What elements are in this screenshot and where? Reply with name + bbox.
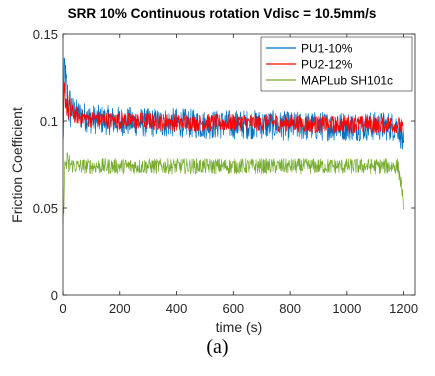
x-axis-label: time (s) <box>216 319 263 335</box>
y-tick-label: 0.05 <box>33 201 58 216</box>
y-axis-label: Friction Coefficient <box>9 107 25 223</box>
plot-frame <box>62 33 416 296</box>
series-layer <box>62 57 404 224</box>
legend: PU1-10% PU2-12% MAPLub SH101c <box>260 36 413 92</box>
series-line-3 <box>62 152 404 224</box>
y-tick-label: 0.1 <box>40 114 58 129</box>
legend-label: PU1-10% <box>301 42 353 56</box>
y-tick-label: 0.15 <box>33 27 58 42</box>
x-tick-label: 600 <box>222 301 244 316</box>
x-tick-label: 0 <box>59 301 66 316</box>
legend-label: PU2-12% <box>301 58 353 72</box>
chart-title: SRR 10% Continuous rotation Vdisc = 10.5… <box>68 6 377 21</box>
figure-caption: (a) <box>206 336 229 358</box>
x-tick-label: 1000 <box>332 301 361 316</box>
x-tick-label: 800 <box>279 301 301 316</box>
x-axis-ticks: 0 200 400 600 800 1000 1200 <box>59 34 418 316</box>
x-tick-label: 1200 <box>389 301 418 316</box>
legend-label: MAPLub SH101c <box>301 74 393 88</box>
series-line-2 <box>62 82 404 143</box>
x-tick-label: 400 <box>166 301 188 316</box>
y-tick-label: 0 <box>51 288 58 303</box>
legend-items: PU1-10% PU2-12% MAPLub SH101c <box>266 42 393 88</box>
friction-chart: SRR 10% Continuous rotation Vdisc = 10.5… <box>9 6 418 335</box>
x-tick-label: 200 <box>109 301 131 316</box>
y-axis-ticks: 0 0.05 0.1 0.15 <box>33 27 415 303</box>
